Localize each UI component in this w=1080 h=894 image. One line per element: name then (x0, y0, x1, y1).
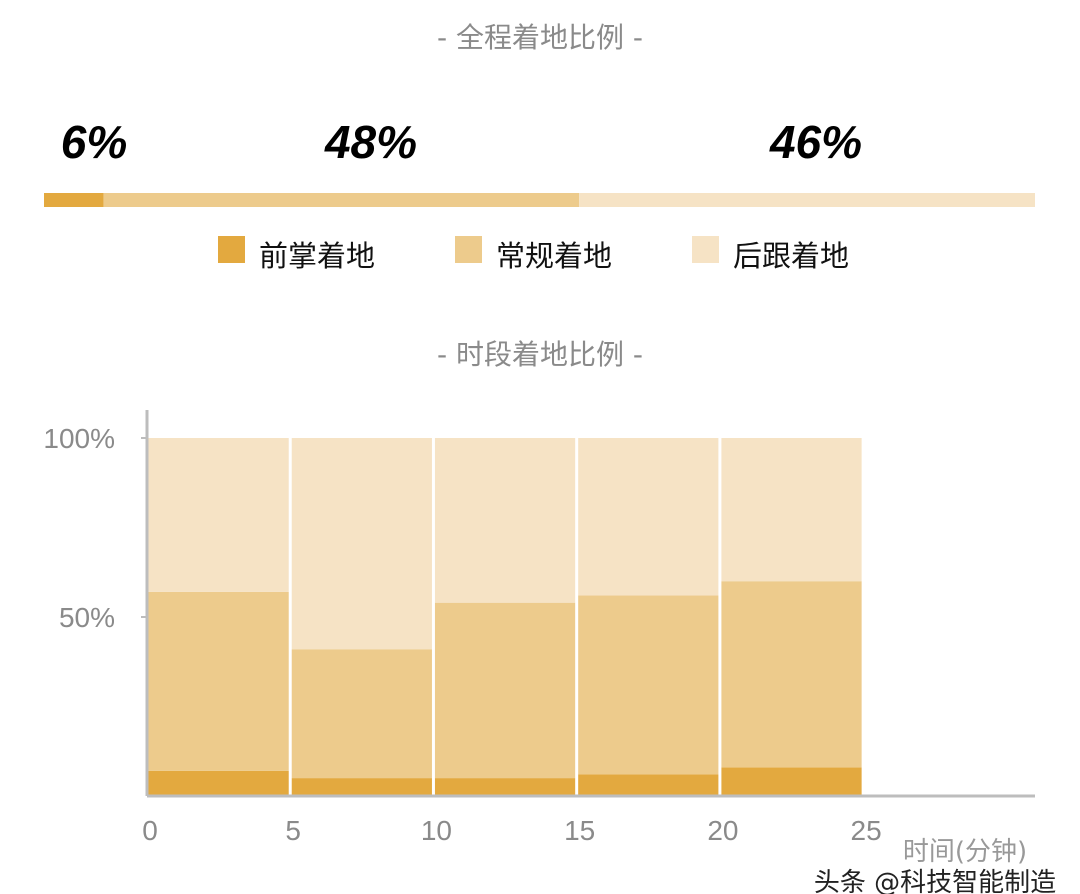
bar-segment-2-3 (578, 438, 719, 596)
overall-bar: 6% 48% 46% (44, 116, 1035, 207)
bar-segment-1-1 (291, 649, 432, 779)
bar-segment-1-2 (434, 602, 576, 779)
overall-segment-0 (44, 193, 104, 207)
period-title: - 时段着地比例 - (437, 338, 643, 371)
overall-percent-label: 6% (61, 116, 127, 168)
bar-segment-2-2 (434, 438, 576, 603)
overall-title: - 全程着地比例 - (437, 21, 643, 54)
bar-segment-0-4 (721, 767, 862, 796)
x-tick-label: 5 (285, 815, 301, 846)
legend: 前掌着地 常规着地 后跟着地 (218, 236, 849, 273)
x-tick-label: 10 (421, 815, 452, 846)
overall-percent-label: 46% (769, 116, 862, 168)
bar-segment-0-0 (147, 770, 289, 796)
bar-segment-0-1 (291, 778, 432, 796)
x-tick-label: 20 (707, 815, 738, 846)
overall-percent-label: 48% (324, 116, 417, 168)
bar-segment-1-3 (578, 595, 719, 775)
legend-swatch-0 (218, 236, 245, 263)
overall-segment-2 (579, 193, 1035, 207)
bar-segment-0-3 (578, 774, 719, 796)
x-tick-label: 0 (142, 815, 158, 846)
legend-label: 前掌着地 (259, 239, 375, 273)
y-tick-label: 50% (59, 602, 115, 633)
watermark: 头条 @科技智能制造 (814, 868, 1056, 894)
period-chart: 50% 100% 0 5 10 15 20 25 (43, 410, 1035, 846)
bar-segment-2-0 (147, 438, 289, 592)
x-axis-label: 时间(分钟) (903, 837, 1027, 867)
bar-segment-1-0 (147, 591, 289, 771)
x-tick-label: 25 (851, 815, 882, 846)
bar-segment-1-4 (721, 581, 862, 768)
bar-segment-2-1 (291, 438, 432, 650)
bar-segment-0-2 (434, 778, 576, 796)
legend-label: 后跟着地 (733, 239, 849, 273)
legend-swatch-2 (692, 236, 719, 263)
overall-segment-1 (103, 193, 580, 207)
legend-label: 常规着地 (496, 239, 612, 273)
bar-segment-2-4 (721, 438, 862, 582)
y-tick-label: 100% (43, 423, 115, 454)
x-tick-label: 15 (564, 815, 595, 846)
legend-swatch-1 (455, 236, 482, 263)
